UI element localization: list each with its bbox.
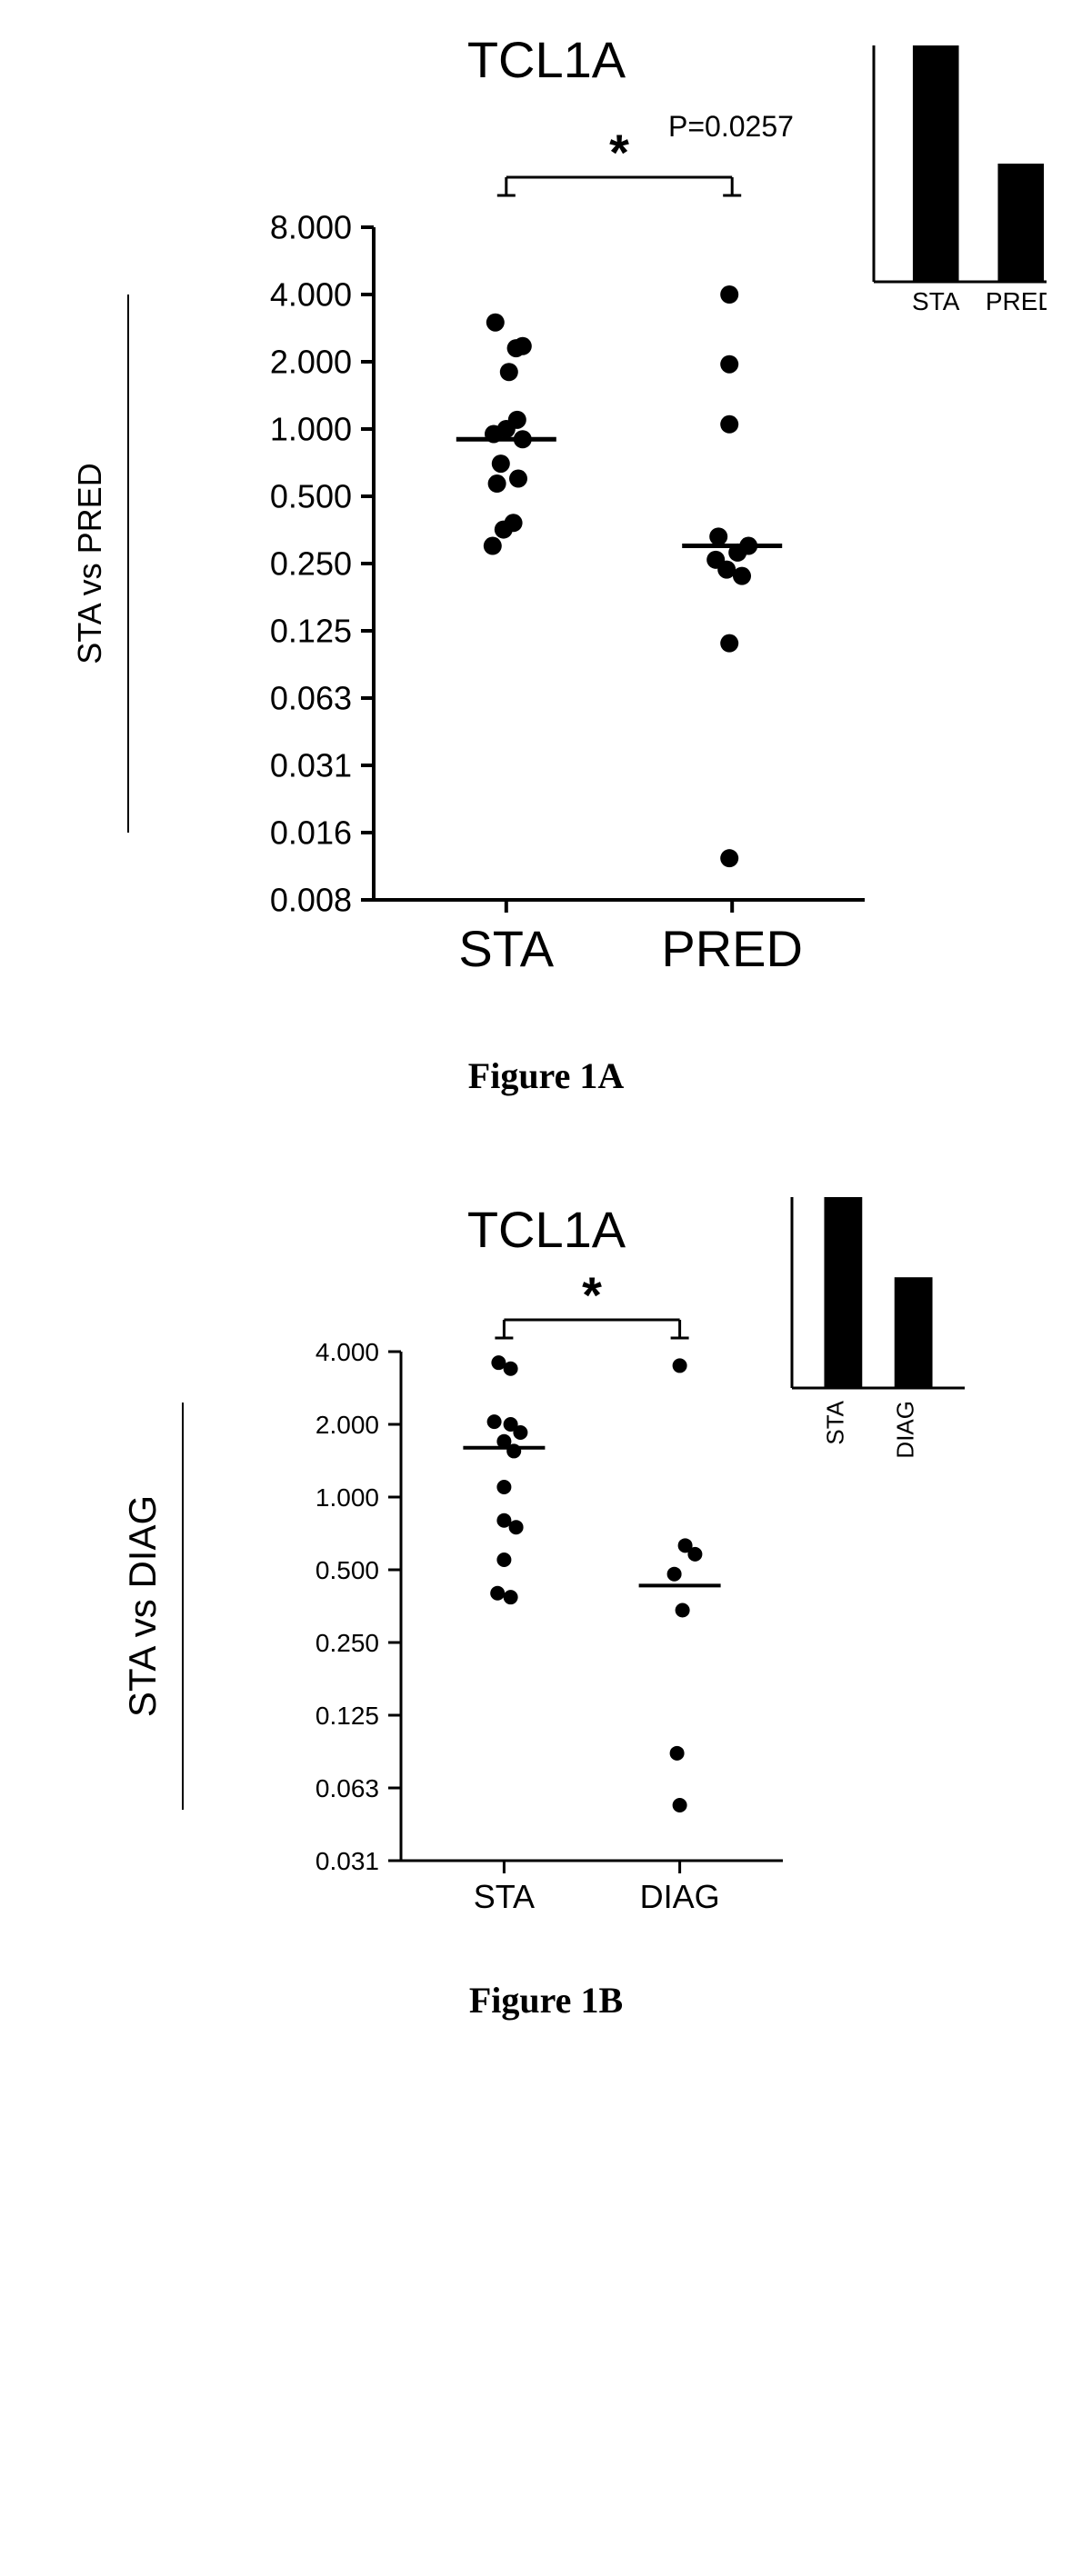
figure-1b-svg: TCL1A 4.000 2.000 1.000 0.500 0.250 0.125 0.063… xyxy=(92,1197,1001,1952)
svg-text:0.250: 0.250 xyxy=(315,1629,378,1657)
svg-text:0.125: 0.125 xyxy=(269,613,351,650)
svg-text:0.063: 0.063 xyxy=(315,1774,378,1802)
svg-text:STA: STA xyxy=(473,1878,534,1915)
svg-text:0.125: 0.125 xyxy=(315,1702,378,1730)
svg-text:4.000: 4.000 xyxy=(269,276,351,314)
figure-1a-wrap: TCL1A P=0.0257 8.000 4.000 2.000 1.000 0.500 0.… xyxy=(46,27,1047,1032)
svg-text:8.000: 8.000 xyxy=(269,209,351,246)
svg-text:0.031: 0.031 xyxy=(315,1847,378,1875)
svg-text:0.063: 0.063 xyxy=(269,680,351,717)
svg-text:1.000: 1.000 xyxy=(269,411,351,448)
figure-1a-caption: Figure 1A xyxy=(468,1054,624,1097)
svg-text:0.250: 0.250 xyxy=(269,545,351,583)
figure-1b-wrap: TCL1A 4.000 2.000 1.000 0.500 0.250 0.125 0.063… xyxy=(92,1197,1001,1956)
svg-text:0.500: 0.500 xyxy=(315,1556,378,1584)
svg-text:STA: STA xyxy=(821,1400,848,1444)
svg-text:STA: STA xyxy=(458,920,554,977)
svg-text:2.000: 2.000 xyxy=(315,1411,378,1439)
svg-text:DIAG: DIAG xyxy=(639,1878,719,1915)
svg-text:*: * xyxy=(609,124,629,181)
svg-text:1.000: 1.000 xyxy=(315,1483,378,1512)
page-container: TCL1A P=0.0257 8.000 4.000 2.000 1.000 0.500 0.… xyxy=(0,0,1092,2094)
figure-1a-svg: TCL1A P=0.0257 8.000 4.000 2.000 1.000 0.500 0.… xyxy=(46,27,1047,1027)
svg-text:STA vs PRED: STA vs PRED xyxy=(71,463,108,664)
svg-text:PRED: PRED xyxy=(985,287,1046,315)
svg-text:PRED: PRED xyxy=(661,920,803,977)
figure-1b-caption: Figure 1B xyxy=(469,1979,623,2022)
svg-text:P=0.0257: P=0.0257 xyxy=(668,110,794,143)
svg-text:0.008: 0.008 xyxy=(269,882,351,919)
svg-text:DIAG: DIAG xyxy=(891,1401,918,1459)
svg-text:0.500: 0.500 xyxy=(269,478,351,515)
svg-text:4.000: 4.000 xyxy=(315,1338,378,1366)
svg-text:*: * xyxy=(582,1266,602,1323)
svg-text:STA: STA xyxy=(912,287,960,315)
svg-text:TCL1A: TCL1A xyxy=(466,1201,626,1258)
svg-text:0.031: 0.031 xyxy=(269,747,351,784)
svg-text:STA vs DIAG: STA vs DIAG xyxy=(121,1495,164,1717)
svg-text:0.016: 0.016 xyxy=(269,814,351,852)
svg-text:TCL1A: TCL1A xyxy=(466,31,626,88)
svg-text:2.000: 2.000 xyxy=(269,344,351,381)
